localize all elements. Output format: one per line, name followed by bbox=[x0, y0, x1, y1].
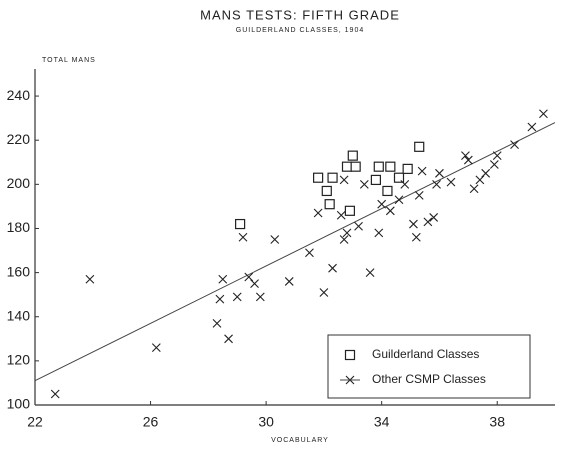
x-tick-label: 34 bbox=[374, 414, 390, 430]
point bbox=[539, 109, 548, 119]
legend-label: Guilderland Classes bbox=[372, 347, 479, 361]
point bbox=[328, 263, 337, 273]
y-tick-label: 100 bbox=[7, 396, 31, 412]
point bbox=[215, 294, 225, 304]
y-axis-label: TOTAL MANS bbox=[42, 57, 96, 64]
point bbox=[212, 318, 222, 328]
chart-title: MANS TESTS: FIFTH GRADE bbox=[200, 7, 400, 22]
legend-label: Other CSMP Classes bbox=[372, 372, 486, 386]
point bbox=[347, 150, 358, 161]
point bbox=[313, 208, 323, 218]
point bbox=[385, 161, 396, 172]
point bbox=[492, 151, 502, 161]
point bbox=[417, 166, 427, 176]
legend-marker bbox=[344, 349, 356, 361]
point bbox=[151, 343, 161, 353]
point bbox=[218, 274, 228, 284]
point bbox=[270, 235, 280, 244]
point bbox=[463, 155, 473, 165]
point bbox=[414, 190, 424, 200]
y-tick-label: 200 bbox=[7, 175, 31, 191]
point bbox=[400, 179, 410, 189]
point bbox=[409, 219, 418, 229]
point bbox=[377, 199, 387, 209]
point bbox=[336, 210, 346, 220]
point bbox=[365, 268, 375, 277]
y-tick-label: 180 bbox=[7, 219, 31, 235]
point bbox=[255, 292, 265, 302]
point bbox=[481, 168, 491, 178]
point bbox=[393, 172, 405, 183]
point bbox=[475, 175, 485, 185]
point bbox=[411, 232, 421, 242]
point bbox=[385, 206, 395, 216]
point bbox=[238, 232, 248, 242]
point bbox=[354, 221, 363, 231]
point bbox=[327, 172, 338, 183]
point bbox=[429, 213, 439, 222]
point bbox=[321, 185, 332, 197]
point bbox=[85, 274, 95, 284]
x-tick-label: 22 bbox=[27, 414, 43, 430]
legend-box bbox=[327, 334, 531, 399]
y-tick-label: 160 bbox=[7, 263, 31, 279]
x-axis-label: VOCABULARY bbox=[271, 437, 329, 444]
chart-subtitle: GUILDERLAND CLASSES, 1904 bbox=[236, 27, 365, 34]
point bbox=[313, 172, 324, 183]
point bbox=[414, 141, 425, 152]
point bbox=[341, 161, 353, 172]
point bbox=[373, 161, 384, 172]
point bbox=[224, 334, 233, 344]
trend-line bbox=[34, 122, 556, 382]
point bbox=[339, 175, 349, 185]
point bbox=[394, 195, 404, 205]
point bbox=[382, 185, 393, 197]
point bbox=[244, 272, 254, 282]
point bbox=[235, 218, 246, 230]
point bbox=[469, 184, 479, 194]
x-tick-label: 30 bbox=[258, 414, 274, 430]
point bbox=[402, 163, 413, 174]
point bbox=[344, 205, 355, 216]
point bbox=[50, 389, 60, 399]
point bbox=[446, 177, 456, 187]
point bbox=[284, 277, 294, 286]
point bbox=[359, 179, 369, 189]
point bbox=[305, 248, 314, 258]
point bbox=[432, 179, 441, 189]
point bbox=[339, 235, 349, 244]
point bbox=[319, 288, 329, 297]
x-tick-label: 26 bbox=[143, 414, 159, 430]
point bbox=[435, 168, 444, 178]
x-tick-label: 38 bbox=[489, 414, 505, 430]
point bbox=[374, 228, 384, 238]
point bbox=[489, 160, 499, 169]
point bbox=[461, 151, 470, 161]
y-tick-label: 220 bbox=[7, 131, 31, 147]
point bbox=[510, 140, 519, 150]
point bbox=[342, 228, 352, 238]
point bbox=[350, 161, 361, 172]
point bbox=[324, 199, 335, 210]
y-tick-label: 120 bbox=[7, 352, 31, 368]
point bbox=[423, 217, 433, 227]
point bbox=[370, 174, 381, 186]
y-tick-label: 140 bbox=[7, 307, 31, 323]
point bbox=[527, 122, 537, 132]
y-tick-label: 240 bbox=[7, 87, 31, 103]
point bbox=[250, 279, 259, 289]
point bbox=[232, 292, 242, 302]
